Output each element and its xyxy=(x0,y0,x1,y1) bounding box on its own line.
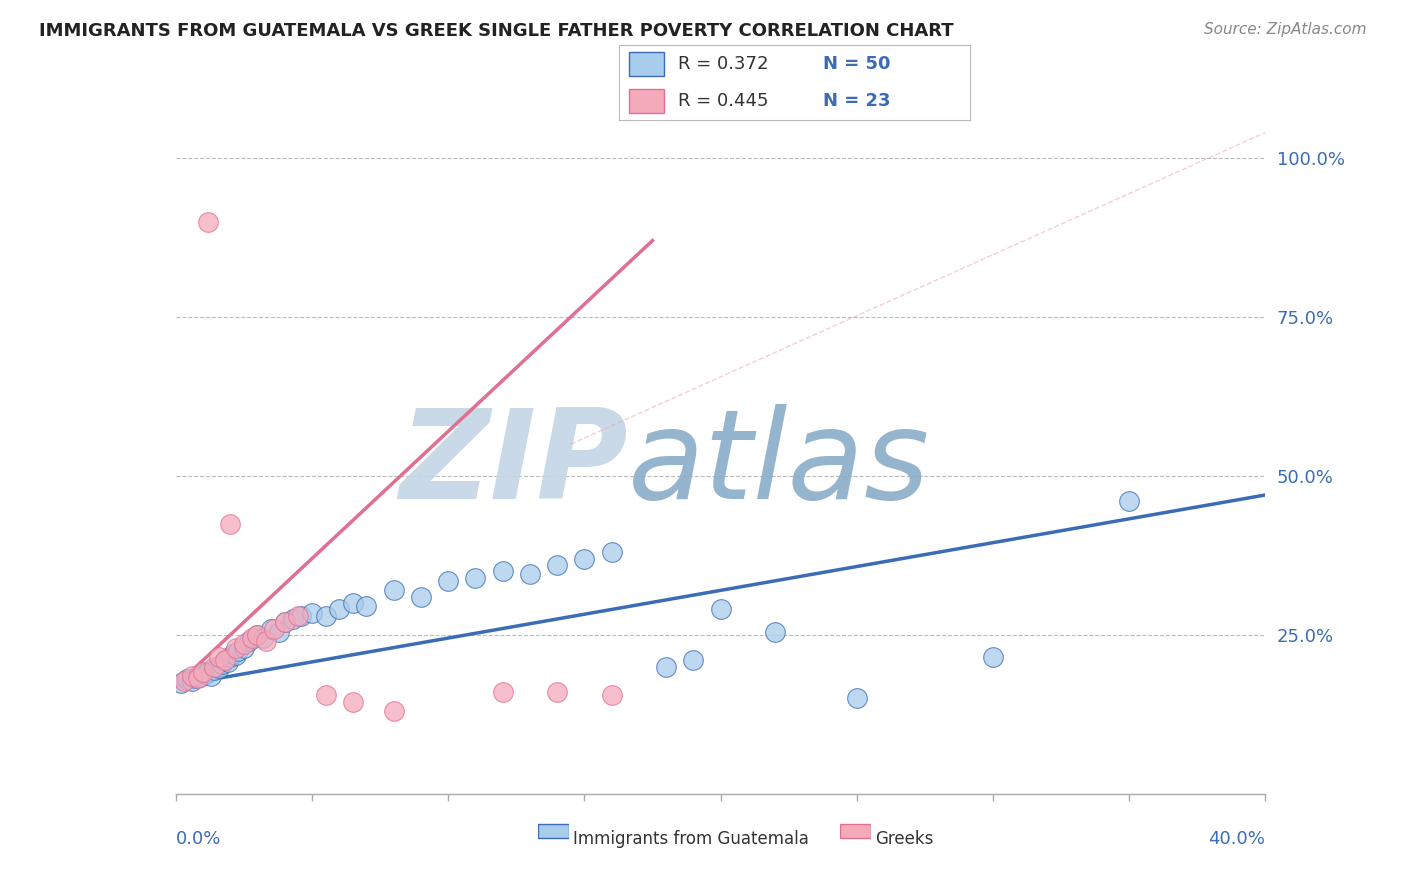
Point xyxy=(342,695,364,709)
Point xyxy=(225,648,247,663)
Point xyxy=(205,659,228,673)
Point xyxy=(600,545,623,559)
Point xyxy=(202,659,225,673)
Text: R = 0.372: R = 0.372 xyxy=(678,55,769,73)
Point xyxy=(574,551,596,566)
Point xyxy=(287,608,309,623)
Point xyxy=(519,567,541,582)
Point xyxy=(184,671,207,685)
Point xyxy=(252,631,274,645)
Point xyxy=(382,583,405,598)
Point xyxy=(214,653,236,667)
Point xyxy=(219,650,242,665)
Point xyxy=(214,653,236,667)
Point xyxy=(186,671,209,685)
FancyBboxPatch shape xyxy=(630,88,664,112)
Point xyxy=(200,668,222,682)
Point xyxy=(356,599,378,614)
Point xyxy=(655,659,678,673)
Text: Greeks: Greeks xyxy=(875,830,934,847)
Point xyxy=(181,669,204,683)
Point xyxy=(254,634,277,648)
FancyBboxPatch shape xyxy=(537,824,568,838)
Text: ZIP: ZIP xyxy=(399,404,628,524)
Point xyxy=(464,571,486,585)
Point xyxy=(981,650,1004,665)
Point xyxy=(225,640,247,655)
Point xyxy=(188,671,211,685)
Point xyxy=(682,653,704,667)
Point xyxy=(232,637,254,651)
Point xyxy=(246,628,269,642)
Point xyxy=(173,673,195,688)
Point xyxy=(546,558,568,572)
Point xyxy=(246,628,269,642)
Point xyxy=(274,615,297,630)
Point xyxy=(342,596,364,610)
FancyBboxPatch shape xyxy=(839,824,870,838)
Point xyxy=(202,663,225,677)
Text: Source: ZipAtlas.com: Source: ZipAtlas.com xyxy=(1204,22,1367,37)
Point xyxy=(409,590,432,604)
Point xyxy=(232,640,254,655)
Point xyxy=(763,624,786,639)
Point xyxy=(228,644,250,658)
Point xyxy=(382,704,405,718)
Text: N = 23: N = 23 xyxy=(823,92,890,110)
Point xyxy=(170,675,193,690)
Point xyxy=(710,602,733,616)
FancyBboxPatch shape xyxy=(630,52,664,77)
Point xyxy=(240,631,263,645)
Point xyxy=(1118,494,1140,508)
Point xyxy=(191,666,214,681)
Point xyxy=(546,685,568,699)
Point xyxy=(845,691,868,706)
Point xyxy=(197,214,219,228)
Point xyxy=(217,655,239,669)
Point xyxy=(260,622,283,636)
Point xyxy=(208,650,231,665)
Point xyxy=(492,564,515,578)
Point xyxy=(328,602,350,616)
Point xyxy=(208,661,231,675)
Point xyxy=(290,608,312,623)
Point xyxy=(301,606,323,620)
Text: Immigrants from Guatemala: Immigrants from Guatemala xyxy=(574,830,808,847)
Point xyxy=(437,574,460,588)
Text: atlas: atlas xyxy=(628,404,931,524)
Text: R = 0.445: R = 0.445 xyxy=(678,92,769,110)
Point xyxy=(263,622,285,636)
Point xyxy=(181,673,204,688)
Text: IMMIGRANTS FROM GUATEMALA VS GREEK SINGLE FATHER POVERTY CORRELATION CHART: IMMIGRANTS FROM GUATEMALA VS GREEK SINGL… xyxy=(39,22,955,40)
Point xyxy=(219,516,242,531)
Point xyxy=(186,669,209,683)
Point xyxy=(315,688,337,702)
Point xyxy=(281,612,304,626)
Point xyxy=(176,673,198,687)
Point xyxy=(238,634,260,648)
Text: 40.0%: 40.0% xyxy=(1209,830,1265,847)
Point xyxy=(197,665,219,679)
Point xyxy=(191,665,214,679)
Point xyxy=(269,624,291,639)
Point xyxy=(492,685,515,699)
Point xyxy=(600,688,623,702)
Text: N = 50: N = 50 xyxy=(823,55,890,73)
Text: 0.0%: 0.0% xyxy=(176,830,221,847)
Point xyxy=(222,647,245,661)
Point xyxy=(194,667,217,681)
Point xyxy=(211,657,233,671)
Point xyxy=(315,608,337,623)
Point xyxy=(274,615,297,630)
